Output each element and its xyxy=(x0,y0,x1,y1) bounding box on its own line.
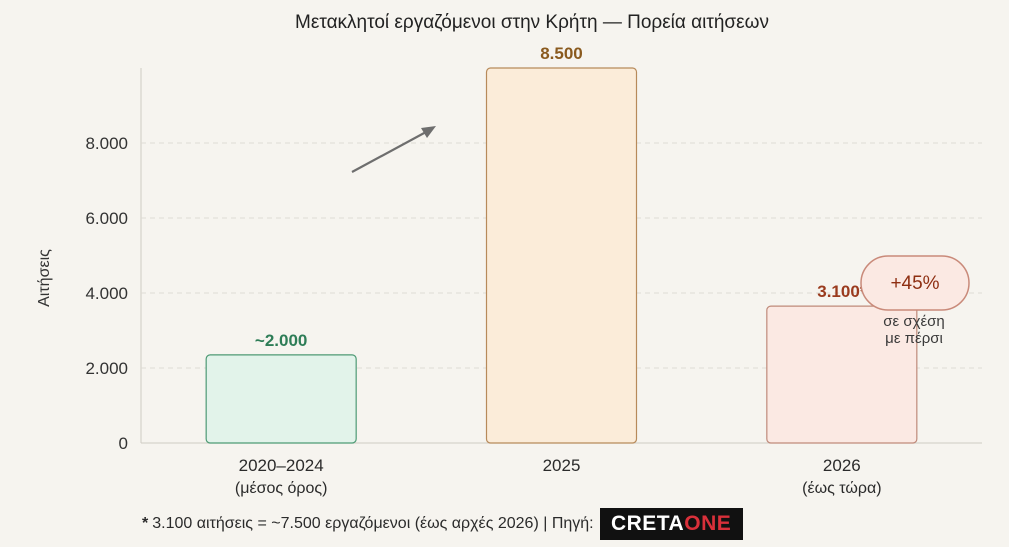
change-note-line1: σε σχέση xyxy=(883,313,945,330)
footnote-star: * xyxy=(142,515,149,532)
data-label: ~2.000 xyxy=(255,331,307,350)
y-tick-label: 6.000 xyxy=(85,209,128,228)
change-note-line2: με πέρσι xyxy=(885,330,943,347)
chart-title: Μετακλητοί εργαζόμενοι στην Κρήτη — Πορε… xyxy=(295,12,769,33)
footnote-text: 3.100 αιτήσεις = ~7.500 εργαζόμενοι (έως… xyxy=(152,515,594,532)
data-label: 3.100* xyxy=(817,282,867,301)
y-tick-label: 8.000 xyxy=(85,134,128,153)
x-tick-sublabel: (έως τώρα) xyxy=(802,480,881,497)
change-badge-pill xyxy=(860,255,970,311)
trend-arrow-line xyxy=(351,131,427,173)
x-tick-label: 2026 xyxy=(823,456,861,475)
source-logo-part-a: CRETA xyxy=(610,512,685,535)
source-logo[interactable]: CRETA ONE xyxy=(599,508,743,540)
change-badge-text: +45% xyxy=(890,273,939,294)
source-logo-part-b: ONE xyxy=(684,512,732,535)
bar xyxy=(485,67,638,444)
x-tick-labels: 2020–2024 (μέσος όρος) 2025 2026 (έως τώρα) xyxy=(235,456,882,497)
y-tick-label: 4.000 xyxy=(85,284,128,303)
change-badge: +45% xyxy=(860,255,970,311)
change-note: σε σχέση με πέρσι xyxy=(858,313,970,347)
value-labels: ~2.000 8.500 3.100* xyxy=(255,44,867,350)
x-tick-label: 2020–2024 xyxy=(239,456,324,475)
y-axis-label: Αιτήσεις xyxy=(36,249,53,307)
bar xyxy=(766,305,918,444)
x-tick-label: 2025 xyxy=(543,456,581,475)
x-tick-sublabel: (μέσος όρος) xyxy=(235,480,328,497)
trend-arrow-head xyxy=(421,126,436,138)
y-tick-label: 2.000 xyxy=(85,359,128,378)
bars xyxy=(205,67,918,444)
data-label: 8.500 xyxy=(540,44,583,63)
y-tick-labels: 0 2.000 4.000 6.000 8.000 xyxy=(85,134,128,453)
bar xyxy=(205,354,357,444)
footer: * 3.100 αιτήσεις = ~7.500 εργαζόμενοι (έ… xyxy=(142,508,743,540)
trend-arrow xyxy=(351,126,436,173)
y-tick-label: 0 xyxy=(119,434,128,453)
